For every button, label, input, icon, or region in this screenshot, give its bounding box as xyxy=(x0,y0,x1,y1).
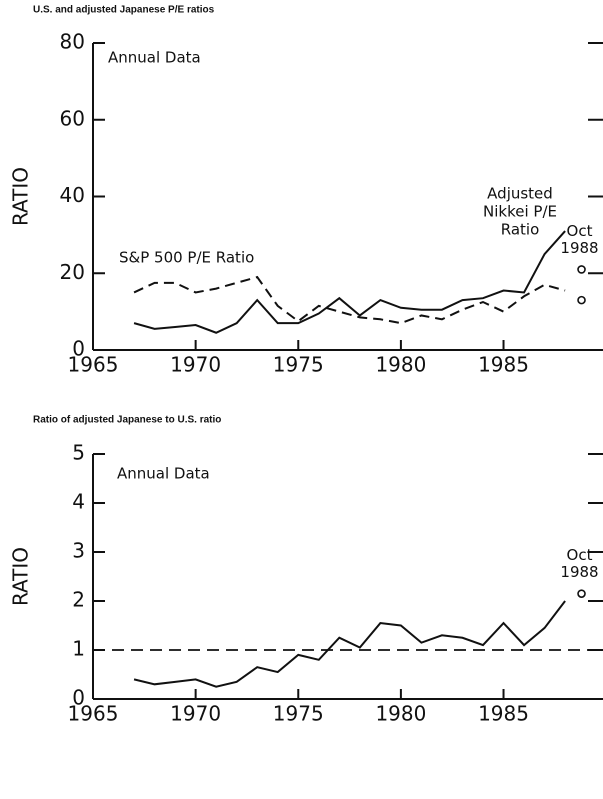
oct-1988-label: Oct xyxy=(567,222,593,240)
x-tick-label: 1975 xyxy=(273,353,324,377)
annotation: Nikkei P/E xyxy=(483,203,557,221)
annotation: Annual Data xyxy=(117,465,210,483)
x-tick-label: 1980 xyxy=(375,353,426,377)
y-tick-label: 0 xyxy=(72,686,85,710)
annotation: Annual Data xyxy=(108,49,201,67)
x-tick-label: 1970 xyxy=(170,702,221,726)
y-tick-label: 40 xyxy=(60,183,85,207)
y-tick-label: 3 xyxy=(72,539,85,563)
x-tick-label: 1965 xyxy=(68,353,119,377)
x-tick-label: 1980 xyxy=(375,702,426,726)
oct-1988-label: 1988 xyxy=(560,563,598,581)
x-tick-label: 1985 xyxy=(478,353,529,377)
x-tick-label: 1985 xyxy=(478,702,529,726)
oct-1988-point xyxy=(577,589,586,598)
y-axis-label: RATIO xyxy=(9,167,33,226)
oct-1988-label: Oct xyxy=(567,546,593,564)
y-axis-label: RATIO xyxy=(9,547,33,606)
annotation: Adjusted xyxy=(487,185,553,203)
y-tick-label: 60 xyxy=(60,106,85,130)
annotation: Ratio xyxy=(501,221,540,239)
series-line xyxy=(133,275,566,325)
y-tick-label: 20 xyxy=(60,260,85,284)
y-tick-label: 2 xyxy=(72,588,85,612)
y-tick-label: 5 xyxy=(72,441,85,465)
series-line xyxy=(133,600,566,688)
oct-1988-point xyxy=(577,295,586,305)
y-tick-label: 1 xyxy=(72,637,85,661)
chart-title: Ratio of adjusted Japanese to U.S. ratio xyxy=(33,415,221,426)
x-tick-label: 1965 xyxy=(68,702,119,726)
x-tick-label: 1975 xyxy=(273,702,324,726)
x-tick-label: 1970 xyxy=(170,353,221,377)
chart-title: U.S. and adjusted Japanese P/E ratios xyxy=(33,5,215,16)
series-line xyxy=(133,230,566,334)
y-tick-label: 0 xyxy=(72,337,85,361)
y-tick-label: 4 xyxy=(72,490,85,514)
oct-1988-point xyxy=(577,265,586,274)
annotation: S&P 500 P/E Ratio xyxy=(119,249,254,267)
oct-1988-label: 1988 xyxy=(560,239,598,257)
y-tick-label: 80 xyxy=(60,30,85,54)
